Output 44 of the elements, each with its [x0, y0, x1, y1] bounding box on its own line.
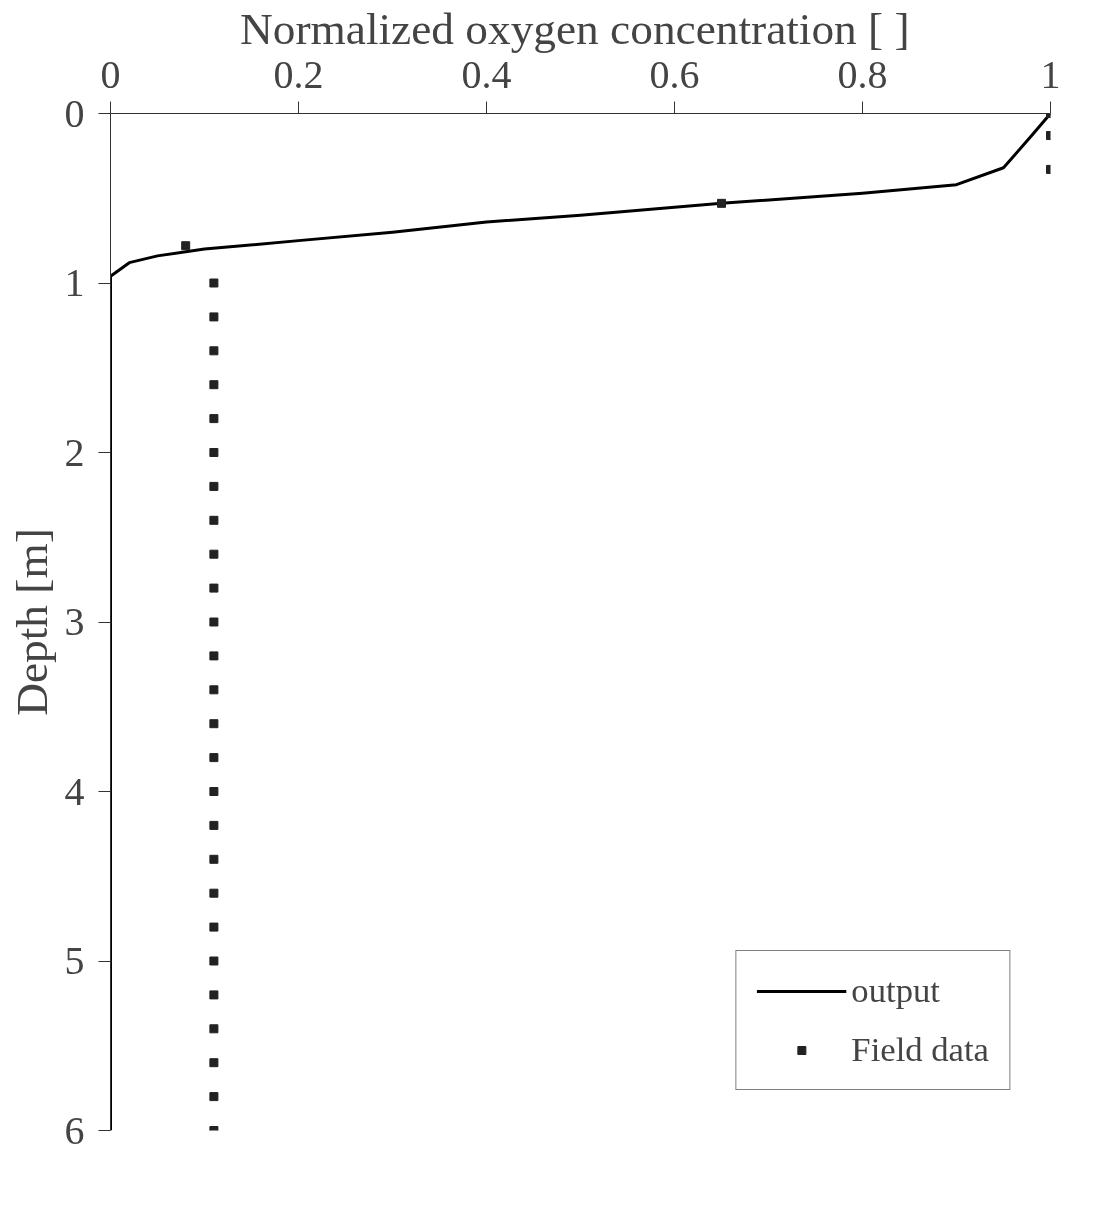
- x-tick-label: 0.2: [273, 51, 324, 97]
- point: [209, 1024, 219, 1034]
- point: [209, 820, 219, 830]
- point: [209, 1092, 219, 1102]
- point: [209, 346, 219, 356]
- y-axis-title: Depth [m]: [6, 528, 57, 716]
- point: [717, 198, 726, 208]
- point: [209, 685, 219, 695]
- point: [209, 414, 219, 424]
- point: [209, 515, 219, 525]
- point: [209, 651, 219, 661]
- point: [209, 617, 219, 627]
- legend-label: Field data: [851, 1030, 989, 1069]
- y-tick-label: 5: [64, 938, 85, 983]
- point: [181, 241, 191, 251]
- y-tick-label: 4: [64, 768, 85, 814]
- x-axis-title: Normalized oxygen concentration [ ]: [240, 3, 910, 54]
- point: [209, 719, 219, 729]
- point: [209, 278, 219, 288]
- point: [209, 854, 219, 864]
- point: [209, 448, 219, 457]
- y-tick-label: 3: [64, 599, 85, 644]
- legend-label: output: [851, 971, 940, 1010]
- point: [209, 922, 219, 932]
- point: [209, 956, 219, 966]
- y-tick-label: 0: [64, 90, 85, 136]
- y-tick-label: 2: [64, 429, 85, 475]
- point: [209, 583, 219, 593]
- point: [209, 888, 219, 898]
- point: [209, 481, 219, 491]
- y-tick-label: 6: [64, 1107, 85, 1153]
- x-tick-label: 0.4: [461, 51, 512, 97]
- point: [209, 1058, 219, 1068]
- x-tick-label: 0.6: [649, 51, 700, 97]
- x-tick-label: 0.8: [837, 51, 888, 97]
- point: [209, 312, 219, 322]
- x-tick-label: 1: [1040, 51, 1061, 97]
- point: [209, 787, 219, 796]
- point: [209, 549, 219, 559]
- point: [209, 990, 219, 1000]
- x-tick-label: 0: [100, 51, 121, 97]
- y-tick-label: 1: [64, 260, 85, 305]
- point: [209, 753, 219, 763]
- point: [209, 380, 219, 390]
